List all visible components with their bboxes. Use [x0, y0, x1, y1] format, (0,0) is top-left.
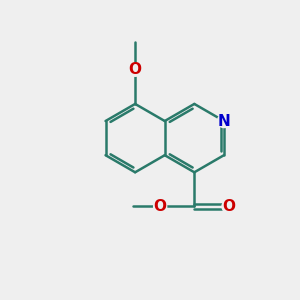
Text: O: O — [154, 199, 167, 214]
Circle shape — [129, 63, 142, 76]
Text: O: O — [129, 62, 142, 77]
Circle shape — [222, 200, 235, 213]
Text: N: N — [218, 113, 230, 128]
Circle shape — [218, 115, 230, 128]
Text: O: O — [222, 199, 235, 214]
Circle shape — [154, 200, 167, 213]
